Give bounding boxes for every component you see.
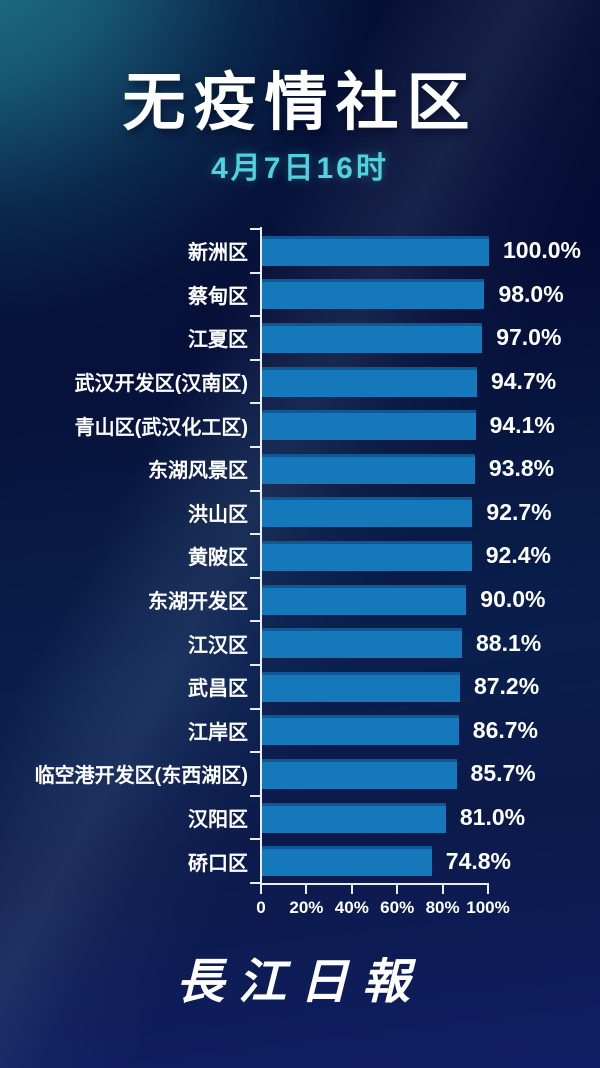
poster-subtitle: 4月7日16时 bbox=[211, 152, 389, 185]
y-axis-line bbox=[260, 227, 262, 885]
value-label: 88.1% bbox=[475, 629, 542, 656]
chart-row: 硚口区 74.8% bbox=[0, 839, 600, 883]
chart-row: 武汉开发区(汉南区) 94.7% bbox=[0, 360, 600, 404]
bar bbox=[262, 279, 485, 310]
x-axis-tick-label: 60% bbox=[380, 898, 415, 917]
category-label: 汉阳区 bbox=[188, 809, 248, 832]
chart-row: 青山区(武汉化工区) 94.1% bbox=[0, 403, 600, 447]
x-axis-tick bbox=[350, 885, 353, 894]
value-label: 100.0% bbox=[503, 237, 582, 264]
poster-title: 无疫情社区 bbox=[122, 68, 478, 138]
value-label: 90.0% bbox=[480, 586, 546, 613]
bar bbox=[262, 540, 472, 571]
category-label: 武昌区 bbox=[188, 678, 248, 701]
value-label: 98.0% bbox=[498, 280, 564, 307]
value-label: 93.8% bbox=[488, 455, 555, 482]
y-axis-tick bbox=[250, 707, 260, 710]
chart-row: 东湖开发区 90.0% bbox=[0, 578, 600, 622]
bar bbox=[262, 671, 460, 702]
bar bbox=[262, 410, 476, 441]
category-label: 蔡甸区 bbox=[188, 285, 248, 308]
category-label: 江岸区 bbox=[188, 721, 248, 744]
category-label: 东湖风景区 bbox=[148, 460, 248, 483]
bar bbox=[262, 846, 432, 877]
y-axis-tick bbox=[250, 751, 260, 754]
bar bbox=[262, 453, 475, 484]
chart-row: 黄陂区 92.4% bbox=[0, 534, 600, 578]
x-axis-tick bbox=[260, 885, 262, 894]
value-label: 92.4% bbox=[485, 542, 551, 569]
x-axis-tick-label: 40% bbox=[334, 898, 369, 917]
value-label: 86.7% bbox=[472, 716, 539, 743]
value-label: 74.8% bbox=[445, 847, 511, 874]
value-label: 94.7% bbox=[490, 368, 557, 395]
category-label: 硚口区 bbox=[188, 852, 248, 875]
x-axis-tick bbox=[396, 885, 399, 894]
x-axis-tick bbox=[305, 885, 308, 894]
chart-row: 临空港开发区(东西湖区) 85.7% bbox=[0, 752, 600, 796]
category-label: 江汉区 bbox=[188, 634, 248, 657]
category-label: 东湖开发区 bbox=[148, 591, 248, 614]
chart-row: 武昌区 87.2% bbox=[0, 665, 600, 709]
x-axis-tick bbox=[487, 885, 489, 894]
y-axis-tick bbox=[250, 576, 260, 579]
chart-row: 洪山区 92.7% bbox=[0, 491, 600, 535]
value-label: 85.7% bbox=[470, 760, 536, 787]
bar bbox=[262, 497, 473, 528]
value-label: 97.0% bbox=[496, 324, 562, 351]
category-label: 江夏区 bbox=[188, 329, 248, 352]
category-label: 武汉开发区(汉南区) bbox=[74, 373, 248, 396]
chart-row: 江夏区 97.0% bbox=[0, 316, 600, 360]
category-label: 临空港开发区(东西湖区) bbox=[34, 765, 248, 788]
value-label: 94.1% bbox=[489, 411, 555, 438]
y-axis-tick bbox=[250, 620, 260, 623]
category-label: 黄陂区 bbox=[188, 547, 248, 570]
y-axis-tick bbox=[250, 838, 260, 841]
x-axis-tick bbox=[441, 885, 444, 894]
y-axis-tick bbox=[250, 402, 260, 405]
chart-row: 江岸区 86.7% bbox=[0, 709, 600, 753]
x-axis-line bbox=[260, 883, 489, 885]
bar-chart: 新洲区 100.0% 蔡甸区 98.0% 江夏区 97.0% 武汉开发区(汉南区) 94.7%… bbox=[0, 227, 600, 929]
value-label: 87.2% bbox=[473, 673, 540, 700]
y-axis-tick bbox=[250, 446, 260, 448]
bar bbox=[262, 628, 462, 659]
y-axis-tick bbox=[250, 882, 260, 884]
y-axis-tick bbox=[250, 271, 260, 274]
chart-row: 东湖风景区 93.8% bbox=[0, 447, 600, 491]
x-axis-tick-label: 0 bbox=[256, 898, 266, 917]
bar bbox=[262, 802, 446, 833]
bar bbox=[262, 715, 459, 746]
y-axis-tick bbox=[250, 358, 260, 361]
y-axis-tick bbox=[250, 664, 260, 666]
category-label: 新洲区 bbox=[188, 242, 248, 265]
chart-row: 蔡甸区 98.0% bbox=[0, 273, 600, 317]
category-label: 洪山区 bbox=[188, 503, 248, 526]
bar bbox=[262, 584, 467, 615]
bar bbox=[262, 758, 457, 789]
chart-row: 江汉区 88.1% bbox=[0, 621, 600, 665]
bar bbox=[262, 366, 477, 397]
chart-rows: 新洲区 100.0% 蔡甸区 98.0% 江夏区 97.0% 武汉开发区(汉南区) 94.7%… bbox=[0, 229, 600, 883]
bar bbox=[262, 322, 483, 353]
y-axis-tick bbox=[250, 794, 260, 797]
chart-row: 汉阳区 81.0% bbox=[0, 796, 600, 840]
y-axis-tick bbox=[250, 489, 260, 492]
publisher-logo: 長江日報 bbox=[175, 954, 424, 1010]
y-axis-tick bbox=[250, 315, 260, 318]
x-axis-tick-label: 100% bbox=[466, 898, 510, 917]
chart-row: 新洲区 100.0% bbox=[0, 229, 600, 273]
y-axis-tick bbox=[250, 228, 260, 230]
value-label: 92.7% bbox=[486, 498, 552, 525]
category-label: 青山区(武汉化工区) bbox=[74, 416, 248, 439]
bar bbox=[262, 235, 489, 266]
x-axis-tick-label: 80% bbox=[425, 898, 460, 917]
y-axis-tick bbox=[250, 533, 260, 536]
x-axis-tick-label: 20% bbox=[289, 898, 324, 917]
value-label: 81.0% bbox=[459, 804, 526, 831]
